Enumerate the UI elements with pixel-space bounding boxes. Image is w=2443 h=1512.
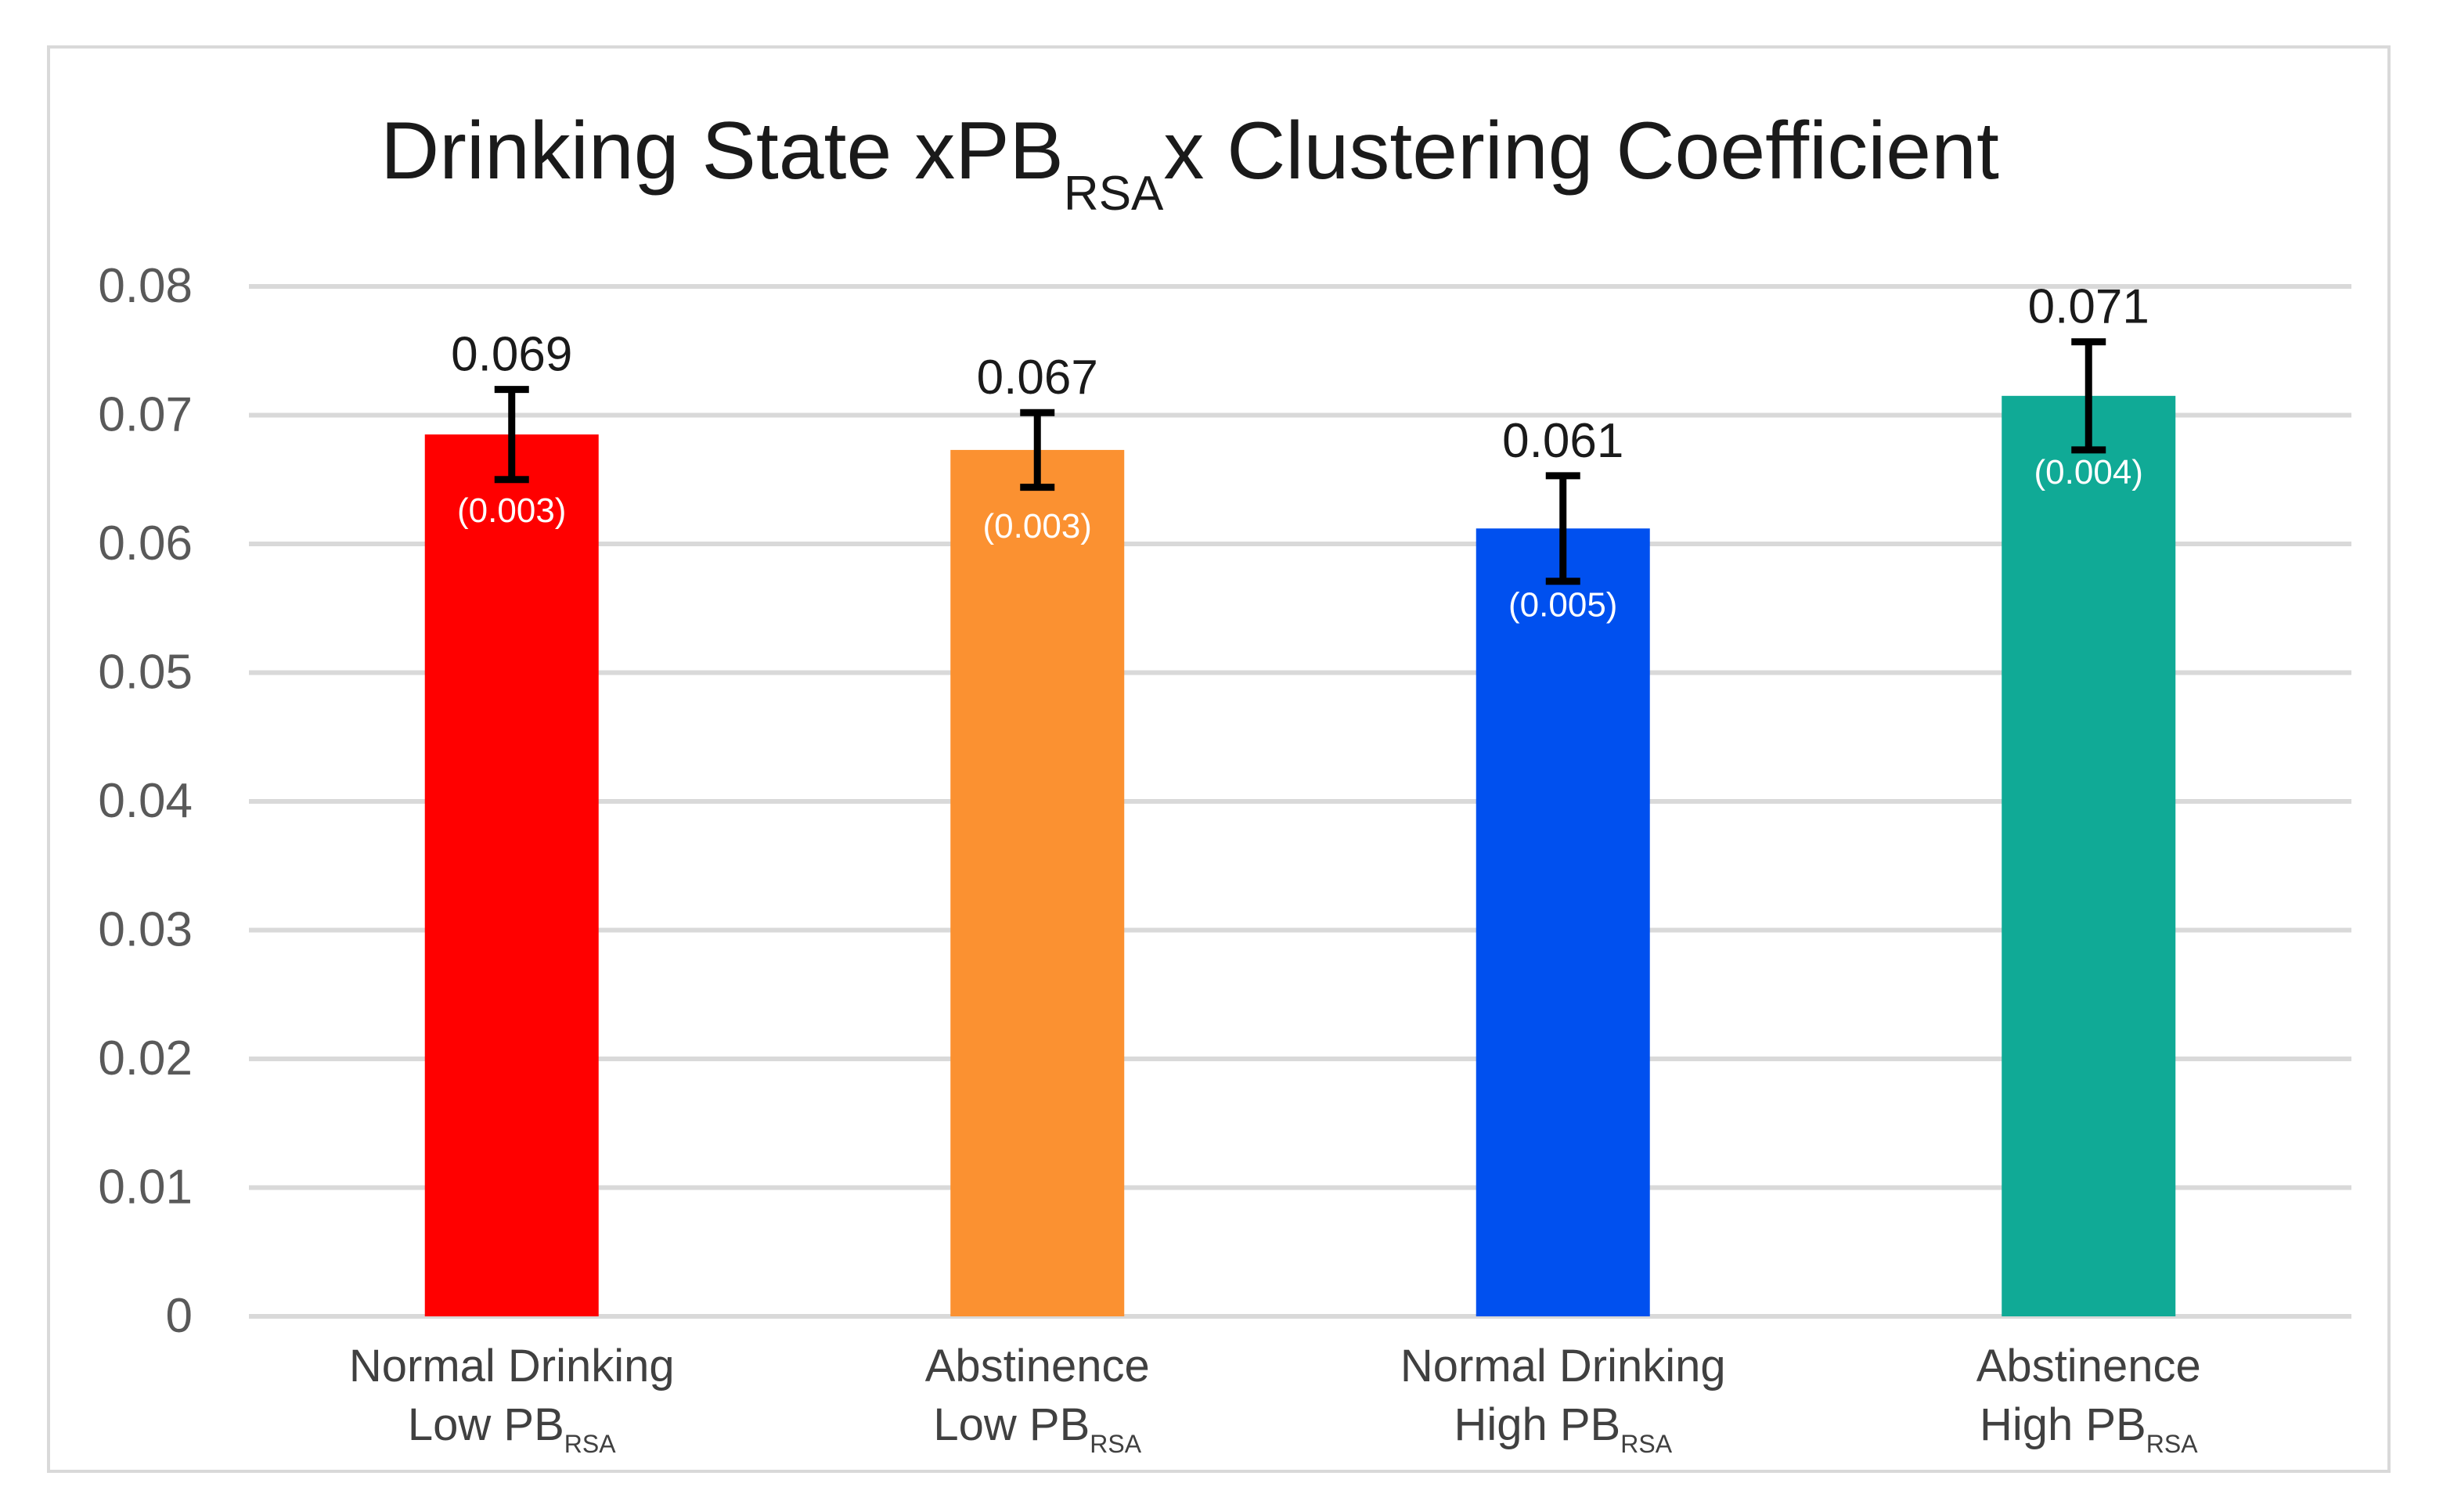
bar bbox=[2002, 395, 2176, 1317]
category-label-line1: Abstinence bbox=[925, 1341, 1150, 1391]
category-label-line2-subscript: RSA bbox=[2146, 1430, 2198, 1458]
value-label: 0.061 bbox=[1502, 414, 1623, 468]
bar bbox=[1476, 528, 1650, 1316]
y-tick-label: 0.02 bbox=[98, 1031, 193, 1085]
error-bars bbox=[494, 338, 2106, 585]
category-label-line2: Low PBRSA bbox=[408, 1399, 616, 1458]
y-tick-label: 0.06 bbox=[98, 517, 193, 571]
value-label: 0.069 bbox=[451, 328, 572, 382]
chart-title-rest: x Clustering Coefficient bbox=[1163, 106, 1999, 196]
standard-error-label: (0.004) bbox=[2034, 453, 2143, 491]
category-label-line2: Low PBRSA bbox=[933, 1399, 1141, 1458]
category-label-line2-main: Low PB bbox=[933, 1399, 1090, 1450]
category-label-line2-subscript: RSA bbox=[564, 1430, 616, 1458]
standard-error-label: (0.003) bbox=[983, 507, 1092, 545]
chart-title-main: Drinking State xPB bbox=[380, 106, 1064, 196]
category-label-line2: High PBRSA bbox=[1454, 1399, 1672, 1458]
bar bbox=[424, 434, 599, 1316]
gridlines bbox=[249, 284, 2351, 1319]
y-tick-label: 0.01 bbox=[98, 1161, 193, 1215]
data-labels: 0.069 (0.003) 0.067 (0.003) 0.061 (0.005) 0.07… bbox=[451, 280, 2149, 625]
category-label-line1: Normal Drinking bbox=[1400, 1341, 1726, 1391]
category-label-line2-subscript: RSA bbox=[1090, 1430, 1141, 1458]
y-tick-label: 0.08 bbox=[98, 259, 193, 313]
category-label-line1: Normal Drinking bbox=[349, 1341, 675, 1391]
chart-title-subscript: RSA bbox=[1064, 167, 1164, 221]
chart-title: Drinking State xPBRSAx Clustering Coeffi… bbox=[380, 106, 1999, 221]
bar bbox=[950, 449, 1125, 1316]
category-label-line2: High PBRSA bbox=[1980, 1399, 2198, 1458]
y-tick-label: 0.03 bbox=[98, 903, 193, 957]
standard-error-label: (0.003) bbox=[457, 491, 566, 530]
value-label: 0.071 bbox=[2028, 280, 2149, 334]
category-label-line2-subscript: RSA bbox=[1620, 1430, 1672, 1458]
y-tick-label: 0.07 bbox=[98, 388, 193, 442]
y-axis-tick-labels: 0 0.01 0.02 0.03 0.04 0.05 0.06 0.07 0.08 bbox=[98, 259, 193, 1343]
y-tick-label: 0.05 bbox=[98, 646, 193, 700]
category-label-line1: Abstinence bbox=[1976, 1341, 2201, 1391]
bars bbox=[424, 395, 2176, 1317]
category-label-line2-main: High PB bbox=[1454, 1399, 1620, 1450]
category-label-line2-main: Low PB bbox=[408, 1399, 564, 1450]
y-tick-label: 0 bbox=[166, 1289, 193, 1343]
y-tick-label: 0.04 bbox=[98, 774, 193, 828]
category-label-line2-main: High PB bbox=[1980, 1399, 2146, 1450]
value-label: 0.067 bbox=[977, 351, 1098, 405]
standard-error-label: (0.005) bbox=[1508, 585, 1617, 624]
